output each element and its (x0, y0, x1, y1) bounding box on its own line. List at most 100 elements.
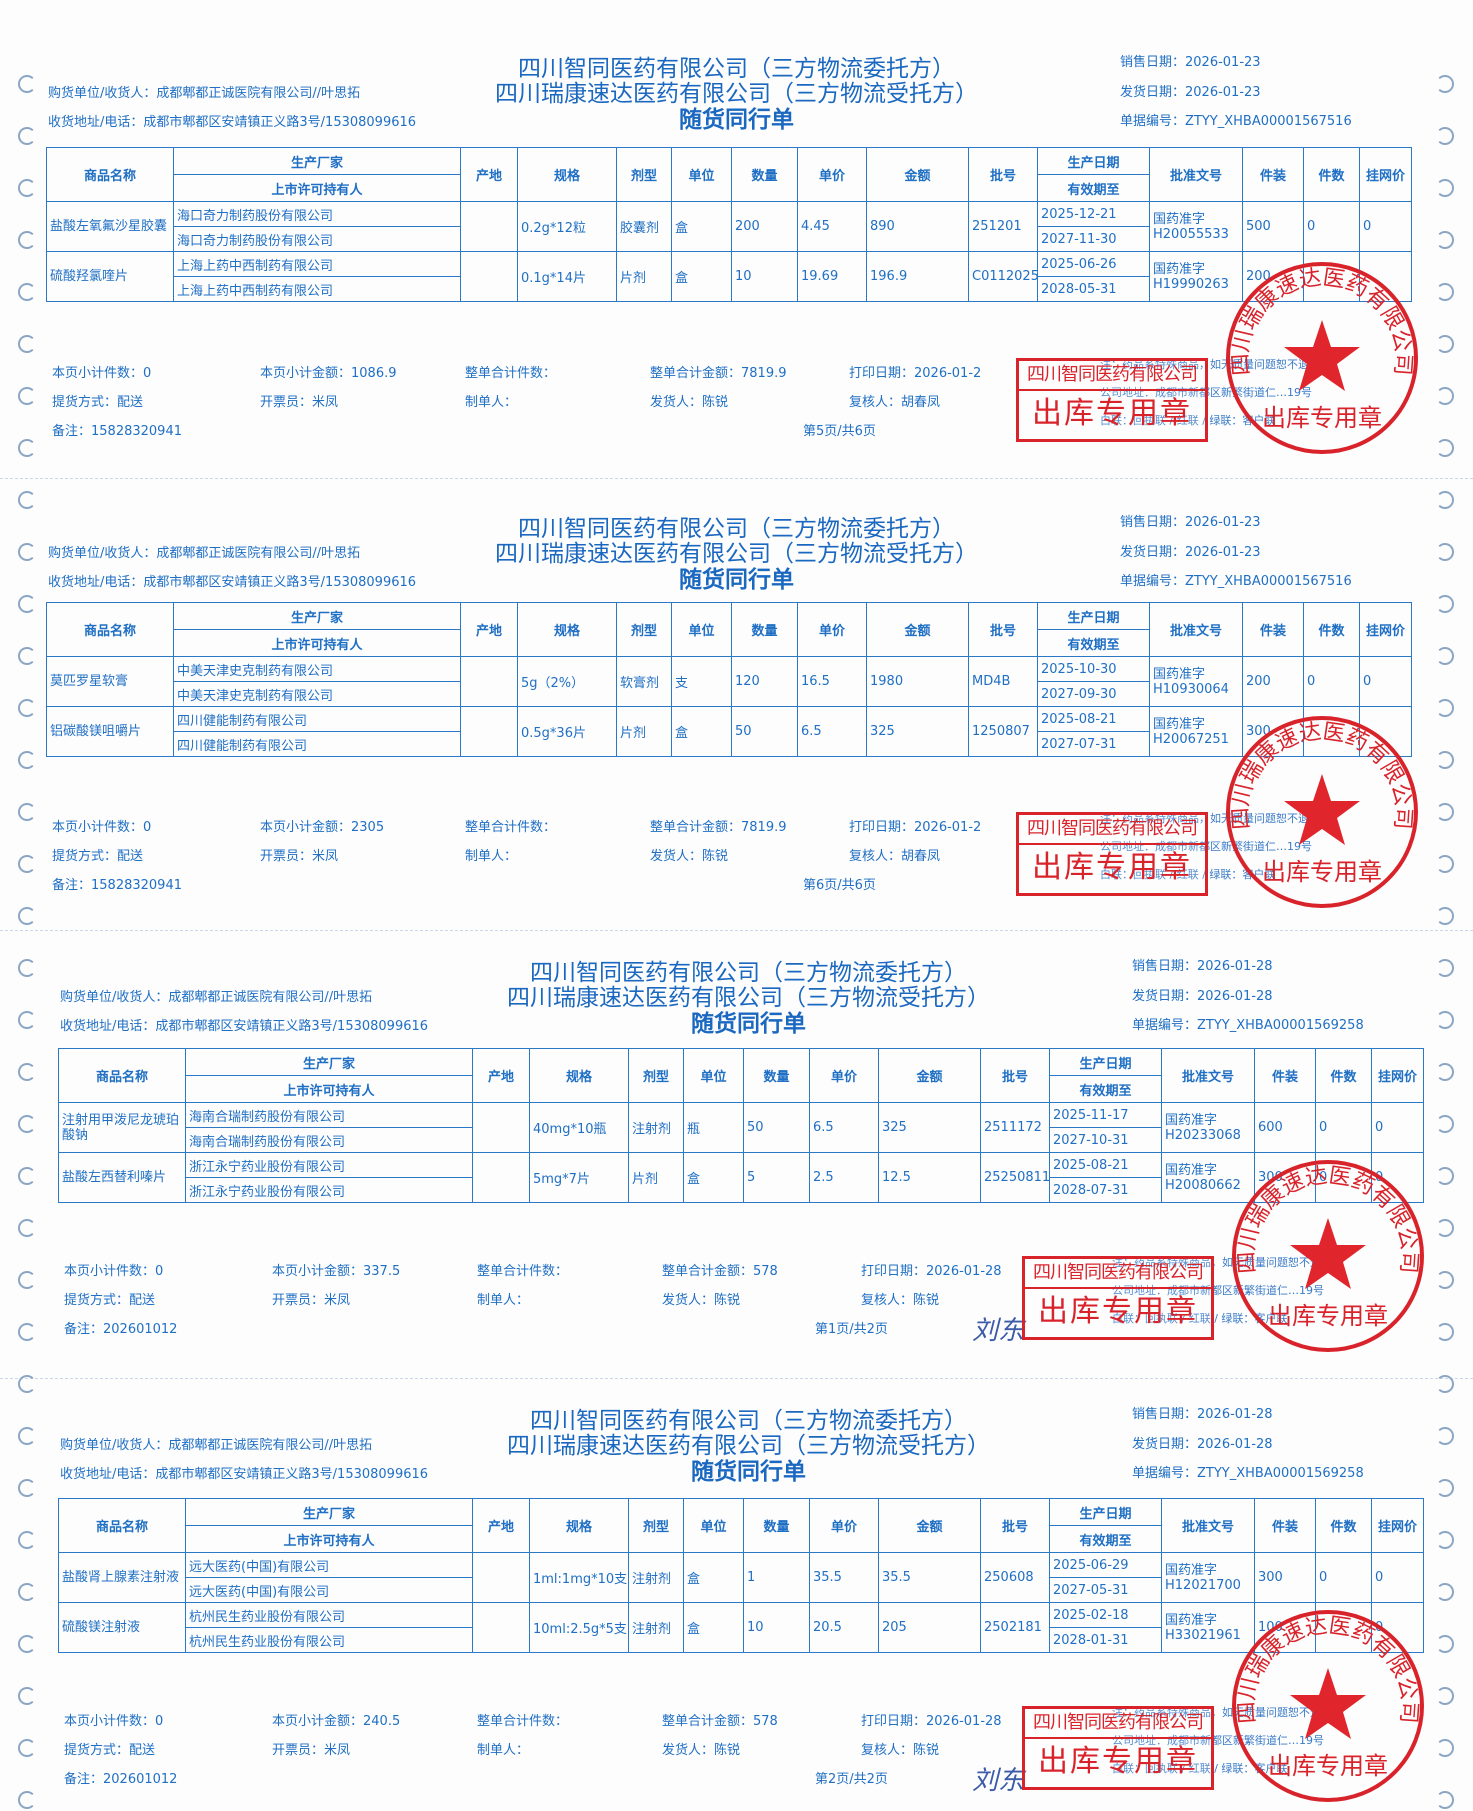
cell-spec: 1ml:1mg*10支 (529, 1552, 629, 1603)
feed-hole-right (1436, 335, 1454, 353)
header-mah: 上市许可持有人 (185, 1075, 473, 1103)
cell-price: 6.5 (809, 1102, 879, 1153)
feed-hole-left (18, 1063, 36, 1081)
page-indicator: 第6页/共6页 (803, 878, 876, 893)
warehouse-stamp-rect: 四川智同医药有限公司 出库专用章 (1022, 1256, 1214, 1340)
cell-qty: 200 (731, 201, 798, 252)
approval-prefix: 国药准字 (1153, 261, 1206, 277)
header-net_price: 挂网价 (1359, 602, 1412, 657)
cell-manufacturer: 上海上药中西制药有限公司 (173, 251, 461, 277)
slip-title-line-1: 四川智同医药有限公司（三方物流委托方） (530, 1408, 967, 1434)
cell-expiry: 2027-07-31 (1037, 731, 1150, 757)
shipper-label: 发货人： (662, 1293, 715, 1308)
cell-manufacturer: 中美天津史克制药有限公司 (173, 656, 461, 682)
sale-date-value: 2026-01-28 (1197, 959, 1273, 974)
cell-net-price: 0 (1359, 201, 1412, 252)
buyer-value: 成都郫都正诚医院有限公司//叶思拓 (168, 1438, 373, 1453)
feed-hole-left (18, 1687, 36, 1705)
cell-pack: 300 (1254, 1152, 1316, 1203)
doc-number-label: 单据编号： (1120, 114, 1186, 129)
cell-expiry: 2027-05-31 (1049, 1577, 1162, 1603)
print-date-field: 打印日期：2026-01-28 (861, 1710, 1002, 1729)
cell-mah: 中美天津史克制药有限公司 (173, 681, 461, 707)
print-date-field: 打印日期：2026-01-28 (861, 1260, 1002, 1279)
approval-prefix: 国药准字 (1165, 1162, 1218, 1178)
cell-mah: 上海上药中西制药有限公司 (173, 276, 461, 302)
cell-spec: 0.5g*36片 (517, 706, 617, 757)
footer-note: 白联：回执联 / 红联 / 绿联：客户联 (1100, 414, 1276, 427)
feed-hole-right (1436, 1531, 1454, 1549)
invoicer-field: 开票员：米凤 (260, 391, 338, 410)
header-net_price: 挂网价 (1359, 147, 1412, 202)
sale-date-line: 销售日期：2026-01-23 (1120, 51, 1261, 70)
feed-hole-right (1436, 959, 1454, 977)
invoicer-value: 米凤 (312, 395, 339, 410)
feed-hole-right (1436, 1479, 1454, 1497)
stamp-text: 出库专用章 (1032, 850, 1192, 885)
cell-manufacturer: 海口奇力制药股份有限公司 (173, 201, 461, 227)
cell-form: 注射剂 (628, 1552, 684, 1603)
doc-number-value: ZTYY_XHBA00001567516 (1185, 114, 1352, 129)
print-date-label: 打印日期： (861, 1714, 927, 1729)
ship-date-label: 发货日期： (1132, 1437, 1198, 1452)
sale-date-value: 2026-01-28 (1197, 1407, 1273, 1422)
handwritten-signature: 刘东 (972, 1766, 1025, 1796)
buyer-label: 购货单位/收货人： (48, 546, 157, 561)
checker-label: 复核人： (849, 849, 902, 864)
feed-hole-right (1436, 751, 1454, 769)
cell-spec: 40mg*10瓶 (529, 1102, 629, 1153)
ship-date-line: 发货日期：2026-01-28 (1132, 985, 1273, 1004)
cell-approval: 国药准字 H20055533 (1149, 201, 1243, 252)
feed-hole-right (1436, 439, 1454, 457)
cell-batch: 250608 (980, 1552, 1050, 1603)
feed-hole-right (1436, 699, 1454, 717)
delivery-method-field: 提货方式：配送 (64, 1289, 155, 1308)
warehouse-stamp-circle: 四川瑞康速达医药有限公司 出库专用章 (1228, 1606, 1428, 1806)
buyer-label: 购货单位/收货人： (60, 1438, 169, 1453)
remark-value: 15828320941 (91, 424, 182, 439)
warehouse-stamp-rect: 四川智同医药有限公司 出库专用章 (1016, 812, 1208, 896)
feed-hole-left (18, 595, 36, 613)
feed-hole-right (1436, 75, 1454, 93)
table-row: 中美天津史克制药有限公司 2027-09-30 (47, 681, 1412, 707)
total-amount-field: 整单合计金额：7819.9 (650, 816, 787, 835)
buyer-line: 购货单位/收货人：成都郫都正诚医院有限公司//叶思拓 (48, 82, 360, 101)
cell-pack: 100 (1254, 1602, 1316, 1653)
header-row: 商品名称 生产厂家 产地 规格 剂型 单位 数量 单价 金额 批号 生产日期 批准文号 件装 件数 挂网价 (58, 1048, 1424, 1103)
sale-date-label: 销售日期： (1132, 959, 1198, 974)
cell-price: 16.5 (797, 656, 867, 707)
sale-date-value: 2026-01-23 (1185, 55, 1261, 70)
stamp-company: 四川智同医药有限公司 (1019, 361, 1205, 391)
warehouse-stamp-circle: 四川瑞康速达医药有限公司 出库专用章 (1228, 1156, 1428, 1356)
total-count-field: 整单合计件数： (477, 1260, 568, 1279)
feed-hole-left (18, 1583, 36, 1601)
cell-batch: MD4B (968, 656, 1038, 707)
shipper-field: 发货人：陈锐 (662, 1289, 740, 1308)
address-label: 收货地址/电话： (48, 115, 144, 130)
header-pieces: 件数 (1303, 602, 1360, 657)
maker-label: 制单人： (477, 1743, 530, 1758)
table-row: 四川健能制药有限公司 2027-07-31 (47, 731, 1412, 757)
cell-form: 注射剂 (628, 1602, 684, 1653)
header-batch: 批号 (968, 147, 1038, 202)
approval-number: H10930064 (1153, 681, 1229, 697)
cell-manufacturer: 杭州民生药业股份有限公司 (185, 1602, 473, 1628)
table-row: 盐酸左西替利嗪片 浙江永宁药业股份有限公司 5mg*7片 片剂盒 5 2.5 12.5 252… (58, 1152, 1424, 1203)
stamp-circle-text: 出库专用章 (1268, 1752, 1388, 1780)
remark-field: 备注：15828320941 (52, 874, 182, 893)
total-count-label: 整单合计件数： (477, 1264, 569, 1279)
warehouse-stamp-circle: 四川瑞康速达医药有限公司 出库专用章 (1222, 712, 1422, 912)
cell-amount: 205 (878, 1602, 981, 1653)
header-form: 剂型 (628, 1498, 684, 1553)
feed-hole-left (18, 959, 36, 977)
remark-field: 备注：202601012 (64, 1318, 177, 1337)
cell-prod-date: 2025-10-30 (1037, 656, 1150, 682)
table-row: 浙江永宁药业股份有限公司 2028-07-31 (59, 1177, 1424, 1203)
cell-mah: 浙江永宁药业股份有限公司 (185, 1177, 473, 1203)
approval-number: H20233068 (1165, 1127, 1241, 1143)
header-origin: 产地 (472, 1498, 530, 1553)
header-mah: 上市许可持有人 (173, 629, 461, 657)
feed-hole-left (18, 1531, 36, 1549)
feed-hole-right (1436, 283, 1454, 301)
page-amount-value: 240.5 (363, 1714, 401, 1729)
